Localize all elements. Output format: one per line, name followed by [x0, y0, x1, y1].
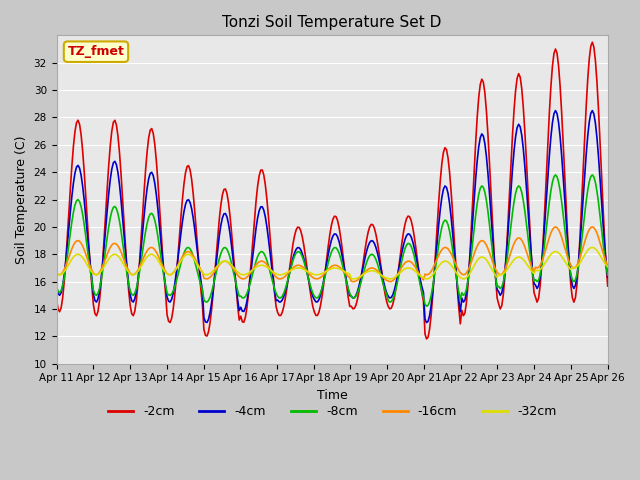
Y-axis label: Soil Temperature (C): Soil Temperature (C) — [15, 135, 28, 264]
Legend: -2cm, -4cm, -8cm, -16cm, -32cm: -2cm, -4cm, -8cm, -16cm, -32cm — [103, 400, 561, 423]
X-axis label: Time: Time — [317, 389, 348, 402]
Title: Tonzi Soil Temperature Set D: Tonzi Soil Temperature Set D — [223, 15, 442, 30]
Text: TZ_fmet: TZ_fmet — [68, 45, 124, 58]
